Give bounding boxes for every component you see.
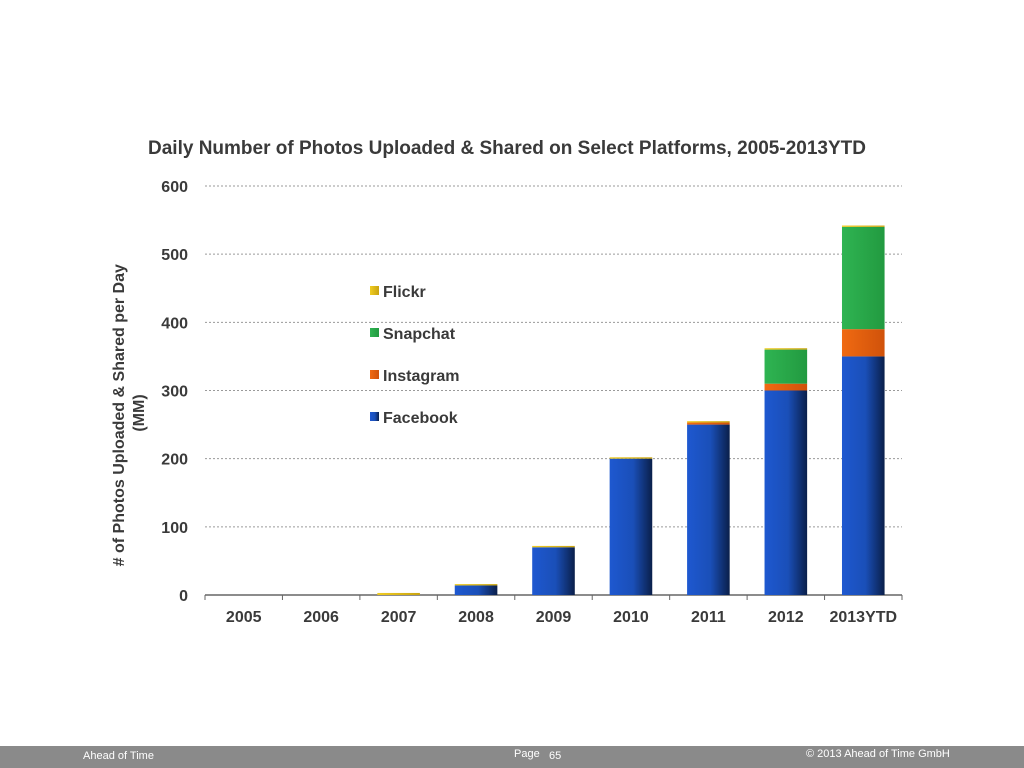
y-tick-label: 300 — [161, 384, 188, 401]
bar-facebook-2011 — [687, 424, 730, 595]
bar-flickr-2008 — [454, 584, 498, 586]
x-tick-label: 2010 — [613, 609, 649, 626]
y-tick-label: 400 — [161, 315, 188, 332]
bar-facebook-2008 — [454, 585, 498, 595]
x-tick-label: 2009 — [536, 609, 572, 626]
legend-swatch-snapchat — [370, 328, 379, 337]
bar-instagram-2013ytd — [841, 329, 885, 357]
bar-flickr-2011 — [687, 421, 730, 423]
chart-title: Daily Number of Photos Uploaded & Shared… — [148, 138, 866, 159]
x-tick-label: 2013YTD — [829, 609, 897, 626]
bar-flickr-2009 — [532, 545, 575, 548]
bar-snapchat-2012 — [764, 349, 808, 384]
x-tick-label: 2008 — [458, 609, 494, 626]
bar-facebook-2010 — [609, 458, 653, 595]
y-tick-label: 600 — [161, 179, 188, 196]
legend-swatch-instagram — [370, 370, 379, 379]
bar-instagram-2011 — [687, 422, 730, 425]
footer-bar: Ahead of Time Page 65 © 2013 Ahead of Ti… — [0, 746, 1024, 768]
footer-copyright: © 2013 Ahead of Time GmbH — [806, 748, 950, 760]
y-tick-label: 100 — [161, 520, 188, 537]
legend-label-instagram: Instagram — [383, 368, 459, 385]
y-tick-labels: 0 100 200 300 400 500 600 — [161, 179, 188, 605]
legend: Flickr Snapchat Instagram Facebook — [370, 284, 459, 427]
legend-label-snapchat: Snapchat — [383, 326, 456, 343]
bar-facebook-2012 — [764, 390, 808, 595]
y-tick-label: 0 — [179, 588, 188, 605]
footer-company: Ahead of Time — [83, 750, 154, 762]
legend-label-flickr: Flickr — [383, 284, 426, 301]
chart: Daily Number of Photos Uploaded & Shared… — [111, 138, 903, 626]
bar-flickr-2007 — [377, 592, 420, 595]
x-tick-labels: 2005 2006 2007 2008 2009 2010 2011 2012 2013YTD — [226, 609, 897, 626]
footer-page-number: 65 — [549, 750, 562, 762]
y-tick-label: 200 — [161, 452, 188, 469]
bar-snapchat-2013ytd — [841, 226, 885, 330]
bar-facebook-2009 — [532, 547, 575, 595]
legend-swatch-flickr — [370, 286, 379, 295]
bar-flickr-2012 — [764, 348, 808, 350]
footer-page-label: Page — [514, 748, 540, 760]
bar-instagram-2012 — [764, 383, 808, 391]
y-axis-label-line-1: # of Photos Uploaded & Shared per Day — [111, 264, 128, 566]
legend-swatch-facebook — [370, 412, 379, 421]
x-tick-label: 2011 — [691, 609, 726, 626]
x-tick-label: 2012 — [768, 609, 804, 626]
y-axis-label: # of Photos Uploaded & Shared per Day (M… — [111, 260, 148, 567]
legend-label-facebook: Facebook — [383, 410, 458, 427]
bar-flickr-2010 — [609, 457, 653, 459]
bars — [377, 225, 885, 595]
bar-facebook-2013ytd — [841, 356, 885, 595]
y-tick-label: 500 — [161, 247, 188, 264]
bar-flickr-2013ytd — [841, 225, 885, 227]
x-tick-label: 2006 — [303, 609, 339, 626]
y-axis-label-line-2: (MM) — [131, 394, 148, 431]
x-tick-label: 2007 — [381, 609, 417, 626]
x-tick-label: 2005 — [226, 609, 262, 626]
